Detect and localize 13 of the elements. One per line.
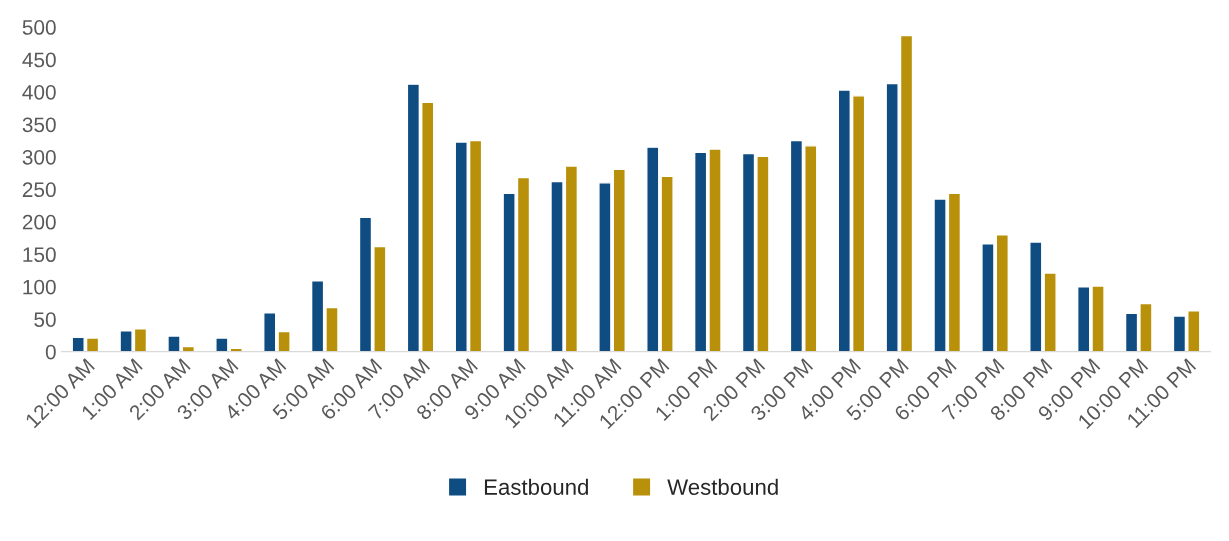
y-tick-label: 100	[23, 279, 56, 295]
y-tick-label: 0	[45, 344, 56, 360]
legend-label: Eastbound	[484, 478, 588, 495]
y-tick-label: 50	[34, 312, 56, 327]
y-tick-label: 450	[22, 52, 56, 68]
y-tick-label: 300	[22, 149, 56, 165]
legend-label: Westbound	[667, 478, 778, 495]
y-tick-label: 400	[22, 84, 56, 100]
y-tick-label: 150	[23, 247, 56, 263]
y-tick-label: 500	[22, 20, 56, 35]
y-tick-label: 350	[22, 117, 56, 133]
y-tick-label: 250	[22, 182, 56, 198]
y-tick-label: 200	[22, 214, 56, 230]
